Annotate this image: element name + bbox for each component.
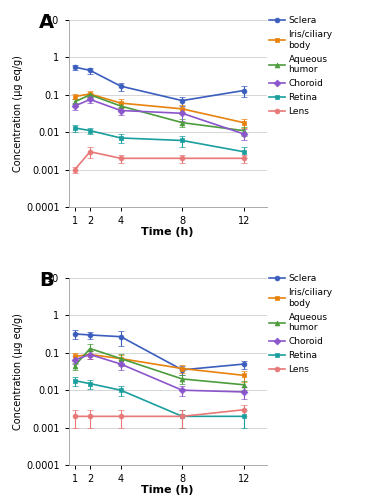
Y-axis label: Concentration (μg eq/g): Concentration (μg eq/g) xyxy=(13,55,23,172)
X-axis label: Time (h): Time (h) xyxy=(141,486,194,496)
Legend: Sclera, Iris/ciliary
body, Aqueous
humor, Choroid, Retina, Lens: Sclera, Iris/ciliary body, Aqueous humor… xyxy=(269,16,333,116)
Legend: Sclera, Iris/ciliary
body, Aqueous
humor, Choroid, Retina, Lens: Sclera, Iris/ciliary body, Aqueous humor… xyxy=(269,274,333,374)
Text: B: B xyxy=(39,270,54,289)
Text: A: A xyxy=(39,12,54,32)
X-axis label: Time (h): Time (h) xyxy=(141,228,194,237)
Y-axis label: Concentration (μg eq/g): Concentration (μg eq/g) xyxy=(13,313,23,430)
